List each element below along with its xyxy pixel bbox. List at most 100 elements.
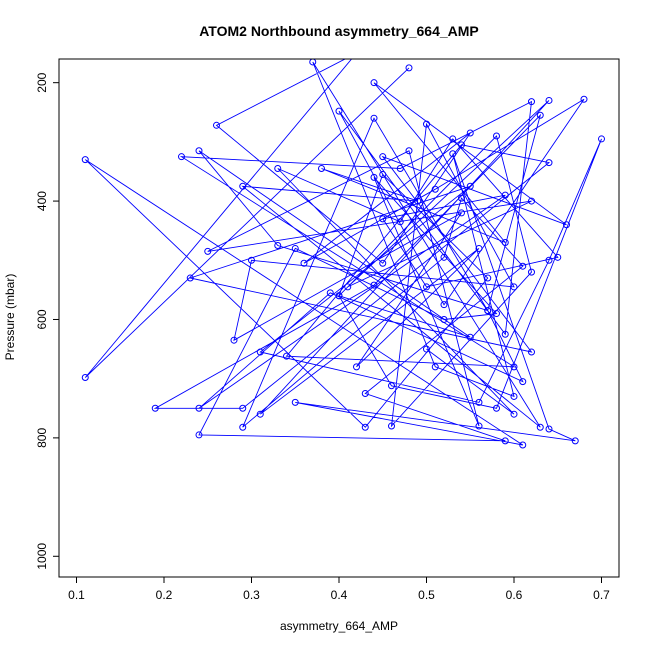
data-point xyxy=(449,135,457,143)
data-point xyxy=(396,218,404,226)
data-point xyxy=(213,121,220,129)
data-point xyxy=(423,345,430,353)
data-point xyxy=(379,259,387,267)
data-point xyxy=(431,185,439,193)
data-point xyxy=(230,336,238,344)
data-point xyxy=(449,150,457,158)
data-point xyxy=(423,120,430,128)
x-tick-label: 0.3 xyxy=(243,588,260,602)
data-point xyxy=(414,197,422,205)
y-axis-label: Pressure (mbar) xyxy=(3,274,17,361)
data-point xyxy=(466,333,474,341)
data-point xyxy=(528,98,535,106)
y-tick-label: 200 xyxy=(35,72,49,92)
data-point xyxy=(396,165,404,173)
data-point xyxy=(484,274,492,282)
x-tick-label: 0.6 xyxy=(506,588,523,602)
data-point xyxy=(545,425,553,433)
y-tick-label: 1000 xyxy=(35,543,49,570)
data-point xyxy=(405,64,413,72)
x-tick-label: 0.5 xyxy=(418,588,435,602)
data-point xyxy=(248,256,255,264)
data-point xyxy=(519,262,527,270)
data-point xyxy=(256,410,264,418)
data-point xyxy=(440,315,448,323)
data-point xyxy=(379,153,387,161)
data-point xyxy=(475,422,483,430)
data-point xyxy=(388,382,395,390)
data-point xyxy=(195,431,203,439)
data-point xyxy=(458,141,465,149)
data-point xyxy=(318,165,325,173)
data-point xyxy=(423,283,430,291)
data-point xyxy=(519,441,527,449)
data-point xyxy=(379,170,387,178)
data-point xyxy=(493,404,500,412)
data-point xyxy=(458,209,465,217)
data-point xyxy=(536,423,544,431)
data-point xyxy=(379,215,387,223)
data-point xyxy=(353,363,360,371)
data-point xyxy=(510,410,518,418)
data-point xyxy=(405,147,413,155)
data-point xyxy=(528,348,535,356)
data-point xyxy=(195,404,203,412)
data-point xyxy=(335,292,343,300)
y-tick-label: 800 xyxy=(35,428,49,448)
y-tick-label: 600 xyxy=(35,309,49,329)
data-point xyxy=(178,153,185,161)
data-point xyxy=(344,283,352,291)
data-point xyxy=(466,182,474,190)
data-point xyxy=(370,79,378,87)
data-point xyxy=(335,107,343,115)
data-point xyxy=(484,307,492,315)
data-point xyxy=(536,111,544,119)
data-point xyxy=(81,373,89,381)
data-point xyxy=(501,437,509,445)
data-point xyxy=(195,147,203,155)
data-point xyxy=(501,239,509,247)
data-point xyxy=(274,165,282,173)
data-point xyxy=(151,404,159,412)
data-point xyxy=(580,95,588,103)
data-point xyxy=(239,182,247,190)
x-tick-label: 0.7 xyxy=(593,588,610,602)
data-point xyxy=(326,289,334,297)
data-point xyxy=(291,398,299,406)
data-point xyxy=(501,330,509,338)
data-point xyxy=(361,423,369,431)
data-point xyxy=(354,50,360,56)
data-point xyxy=(239,404,247,412)
x-tick-label: 0.2 xyxy=(156,588,173,602)
data-point xyxy=(274,241,282,249)
data-point xyxy=(519,378,527,386)
data-point xyxy=(186,274,194,282)
data-point xyxy=(388,422,395,430)
x-tick-label: 0.4 xyxy=(331,588,348,602)
data-point xyxy=(545,96,553,104)
data-point xyxy=(300,259,308,267)
plot-area xyxy=(81,50,605,449)
data-point xyxy=(554,253,562,261)
data-point xyxy=(81,156,89,164)
data-point xyxy=(283,352,290,360)
data-point xyxy=(361,389,369,397)
data-point xyxy=(545,256,553,264)
data-point xyxy=(440,253,448,261)
series-line xyxy=(84,59,602,446)
data-point xyxy=(309,59,317,66)
data-point xyxy=(431,363,439,371)
x-axis-label: asymmetry_664_AMP xyxy=(280,619,398,633)
data-point xyxy=(501,191,509,199)
data-point xyxy=(510,283,518,291)
plot-frame xyxy=(58,58,620,578)
data-point xyxy=(475,244,483,252)
data-point xyxy=(510,392,518,400)
data-point xyxy=(475,398,483,406)
data-point xyxy=(370,281,378,289)
data-point xyxy=(204,247,212,255)
data-point xyxy=(598,135,605,143)
data-point xyxy=(493,310,500,318)
data-point xyxy=(370,173,378,181)
data-point xyxy=(571,437,579,445)
